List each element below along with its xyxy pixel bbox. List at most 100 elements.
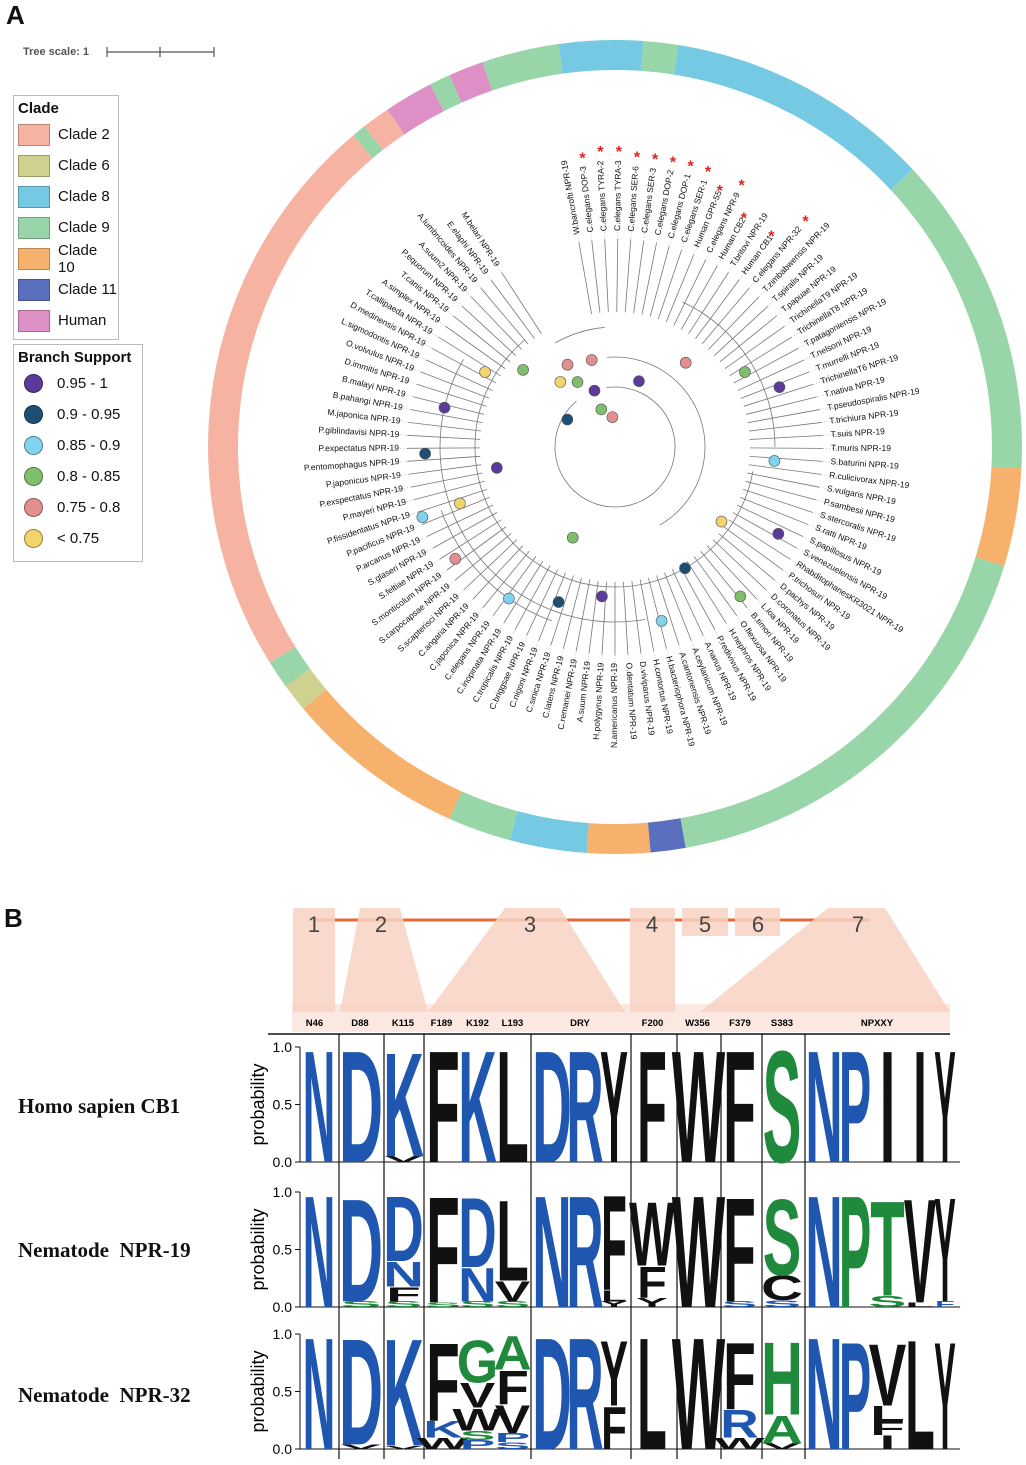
tree-branch	[631, 580, 642, 654]
logo-letter: F	[935, 1300, 955, 1309]
tree-branch	[648, 577, 667, 649]
leaf-connector	[584, 653, 590, 684]
logo-letter: P	[839, 1311, 871, 1465]
branch-support-dot	[596, 590, 608, 603]
logo-letter: S	[763, 1018, 802, 1196]
leaf-connector	[420, 308, 446, 327]
clade-legend-item: Clade 6	[14, 150, 118, 181]
logo-letter: D	[532, 1306, 572, 1465]
tree-branch	[501, 272, 542, 334]
leaf-label: P.expectatus NPR-19	[318, 443, 399, 454]
clade-ring-segment	[387, 84, 444, 135]
ligand-star-marker: *	[616, 144, 623, 161]
ligand-star-marker: *	[634, 149, 641, 166]
clade-legend-label: Clade 11	[58, 281, 117, 298]
tree-internal-arc	[554, 386, 676, 508]
logo-letter: I	[880, 1432, 896, 1453]
logo-letter: S	[425, 1301, 462, 1308]
phylogenetic-tree: W.bancrofti NPR-19C.elegans DOP-3*C.eleg…	[106, 40, 1022, 855]
logo-letter: R	[566, 1164, 603, 1342]
support-legend-item: 0.75 - 0.8	[14, 492, 142, 523]
tree-branch	[649, 246, 670, 317]
leaf-connector	[570, 651, 577, 681]
leaf-connector	[690, 640, 703, 669]
tree-branch	[472, 545, 524, 600]
tree-branch	[728, 519, 791, 560]
leaf-connector	[705, 232, 720, 260]
leaf-connector	[406, 547, 434, 563]
clade-ring-segment	[641, 40, 679, 75]
clade-ring-segment	[647, 818, 686, 853]
y-tick-label: 1.0	[273, 1184, 293, 1200]
tree-branch	[503, 560, 544, 624]
logo-letter: N	[805, 1019, 842, 1197]
leaf-connector	[716, 239, 733, 267]
leaf-connector	[439, 285, 463, 307]
ligand-star-marker: *	[652, 151, 659, 168]
leaf-connector	[513, 635, 528, 663]
tm-band	[340, 908, 428, 1012]
tree-branch	[407, 455, 481, 462]
position-label: L193	[502, 1018, 524, 1029]
tree-branch	[688, 272, 729, 335]
leaf-connector	[588, 210, 593, 241]
tree-branch	[673, 259, 707, 326]
logo-letter: S	[722, 1300, 758, 1309]
leaf-connector	[803, 347, 832, 361]
tree-branch	[747, 409, 820, 424]
position-label: D88	[351, 1018, 368, 1029]
support-dot	[24, 529, 43, 548]
support-legend-label: 0.75 - 0.8	[57, 499, 121, 516]
leaf-connector	[485, 247, 503, 273]
tree-branch	[747, 472, 820, 488]
leaf-connector	[383, 389, 414, 398]
tm-number: 7	[852, 912, 864, 937]
y-tick-label: 0.5	[273, 1242, 293, 1258]
leaf-connector	[728, 247, 746, 273]
logo-letter: K	[458, 1018, 496, 1196]
clade-swatch	[18, 309, 50, 332]
tm-number: 2	[375, 912, 387, 937]
leaf-connector	[653, 651, 660, 681]
logo-letter: V	[460, 1376, 495, 1416]
logo-letter: W	[452, 1402, 503, 1438]
tree-branch	[417, 488, 487, 513]
leaf-connector	[812, 511, 842, 523]
logo-letter: V	[869, 1326, 907, 1425]
branch-support-dot	[517, 364, 529, 376]
ligand-star-marker: *	[739, 178, 746, 195]
ligand-star-marker: *	[670, 154, 677, 171]
tree-branch	[749, 422, 822, 432]
support-legend-label: 0.85 - 0.9	[57, 437, 121, 454]
clade-legend-item: Clade 9	[14, 212, 118, 243]
logo-letter: L	[905, 1301, 935, 1308]
leaf-connector	[412, 320, 439, 338]
tree-branch	[407, 434, 481, 440]
clade-ring-segment	[482, 43, 563, 91]
tree-internal-arc	[474, 339, 754, 588]
clade-swatch	[18, 278, 50, 301]
tree-branch	[712, 539, 767, 591]
tree-branch	[616, 239, 619, 313]
leaf-labels: W.bancrofti NPR-19C.elegans DOP-3*C.eleg…	[304, 144, 921, 748]
tree-branch	[736, 504, 803, 537]
tree-internal-arc	[554, 327, 605, 344]
logo-letter: W	[629, 1184, 675, 1285]
clade-ring-segment	[364, 109, 405, 150]
logo-letter: Y	[600, 1300, 628, 1309]
tree-branch	[671, 569, 704, 636]
logo-letter: T	[870, 1174, 904, 1325]
position-label: K192	[466, 1018, 489, 1029]
leaf-connector	[541, 644, 552, 674]
tree-branch	[490, 279, 535, 339]
branch-support-dot	[585, 354, 598, 366]
tree-branch	[591, 240, 601, 313]
logo-letter: H	[761, 1321, 803, 1437]
leaf-connector	[822, 433, 853, 436]
leaf-connector	[643, 211, 649, 242]
clade-ring-segment	[303, 689, 462, 819]
tm-band	[735, 908, 780, 936]
tree-branch	[743, 489, 813, 513]
